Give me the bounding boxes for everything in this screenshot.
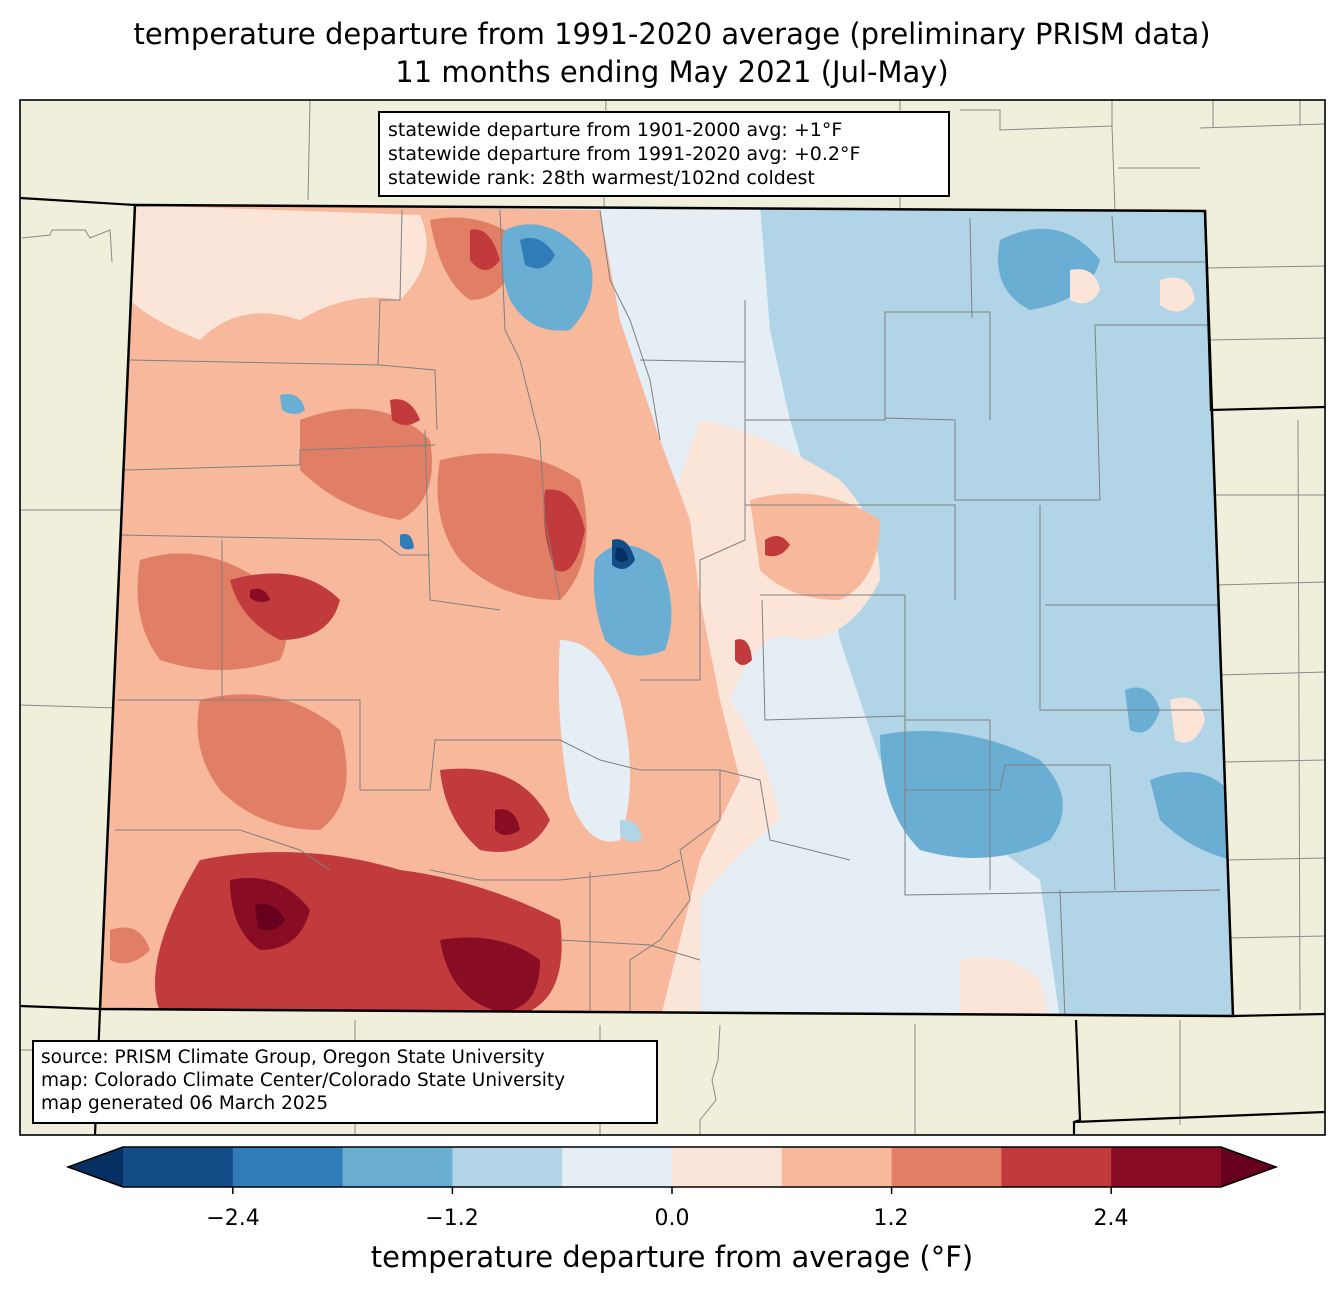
colorbar-segment [1111, 1147, 1222, 1187]
colorbar-tick-label: 2.4 [1093, 1206, 1129, 1231]
map-title-line2: 11 months ending May 2021 (Jul-May) [395, 55, 949, 89]
map-credit-line: map: Colorado Climate Center/Colorado St… [41, 1070, 566, 1091]
colorado-county-lines [115, 209, 1221, 1016]
colorbar-tick-label: −1.2 [425, 1206, 479, 1231]
colorado-border [98, 203, 1235, 1018]
source-line: source: PRISM Climate Group, Oregon Stat… [41, 1047, 545, 1068]
stats-line-1900-avg: statewide departure from 1901-2000 avg: … [388, 119, 843, 141]
colorbar-outline [65, 1146, 1279, 1188]
map-frame [19, 99, 1326, 1136]
colorbar-segment [123, 1147, 234, 1187]
colorbar-label: temperature departure from average (°F) [370, 1240, 974, 1274]
colorbar-extend-low [68, 1147, 123, 1187]
map-title-line1: temperature departure from 1991-2020 ave… [133, 17, 1211, 51]
stats-line-rank: statewide rank: 28th warmest/102nd colde… [388, 167, 815, 189]
source-credit-box: source: PRISM Climate Group, Oregon Stat… [32, 1040, 658, 1124]
colorbar-segment [781, 1147, 893, 1187]
stats-line-1991-avg: statewide departure from 1991-2020 avg: … [388, 143, 861, 165]
statewide-stats-box: statewide departure from 1901-2000 avg: … [378, 111, 950, 197]
colorbar-segment [342, 1147, 453, 1187]
colorbar-segment [232, 1147, 344, 1187]
colorbar-segment [672, 1147, 783, 1187]
generated-date-line: map generated 06 March 2025 [41, 1093, 329, 1114]
colorbar-tick-label: −2.4 [206, 1206, 260, 1231]
colorbar-segment [1001, 1147, 1112, 1187]
colorbar-tick-label: 0.0 [654, 1206, 690, 1231]
colorbar-segment [452, 1147, 563, 1187]
colorbar-extend-high [1221, 1147, 1276, 1187]
colorbar-segment [562, 1147, 673, 1187]
colorbar-tick-label: 1.2 [873, 1206, 909, 1231]
colorbar [65, 1146, 1279, 1194]
colorbar-segment [891, 1147, 1002, 1187]
colorado-temperature-field [100, 205, 1233, 1016]
